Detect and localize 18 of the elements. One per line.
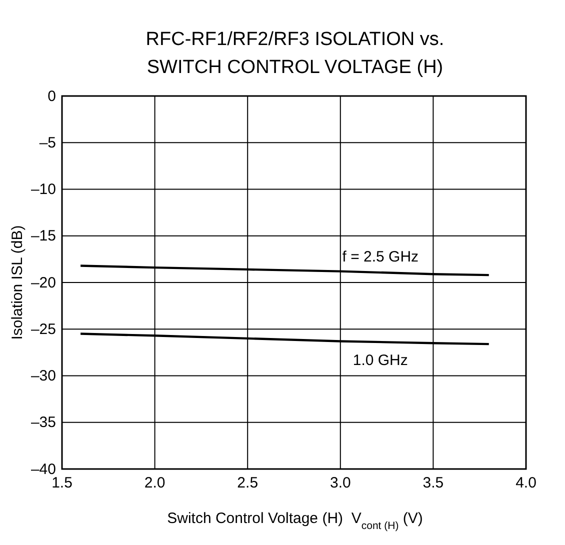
x-tick-label: 3.0 [330,474,351,492]
y-tick-label: –10 [30,181,56,198]
y-tick-label: –20 [30,274,56,292]
y-tick-label: –30 [30,368,56,385]
chart-title: RFC-RF1/RF2/RF3 ISOLATION vs. SWITCH CONTROL VOLTAGE (H) [146,29,444,78]
y-tick-label: –25 [30,320,56,338]
y-tick-label: –35 [30,414,56,432]
series-label: f = 2.5 GHz [342,248,419,266]
y-axis-title: Isolation ISL (dB) [9,225,26,340]
x-axis-title: Switch Control Voltage (H) V$_{cont (H)}$ (V) [167,510,423,532]
y-tick-label: –15 [30,228,56,245]
y-tick-label: –5 [39,134,56,152]
x-tick-label: 2.5 [237,474,258,492]
y-tick-label: 0 [48,88,56,105]
series-label: 1.0 GHz [352,352,408,370]
x-tick-label: 2.0 [144,474,166,492]
x-tick-label: 4.0 [516,474,536,492]
x-tick-label: 3.5 [422,474,444,492]
